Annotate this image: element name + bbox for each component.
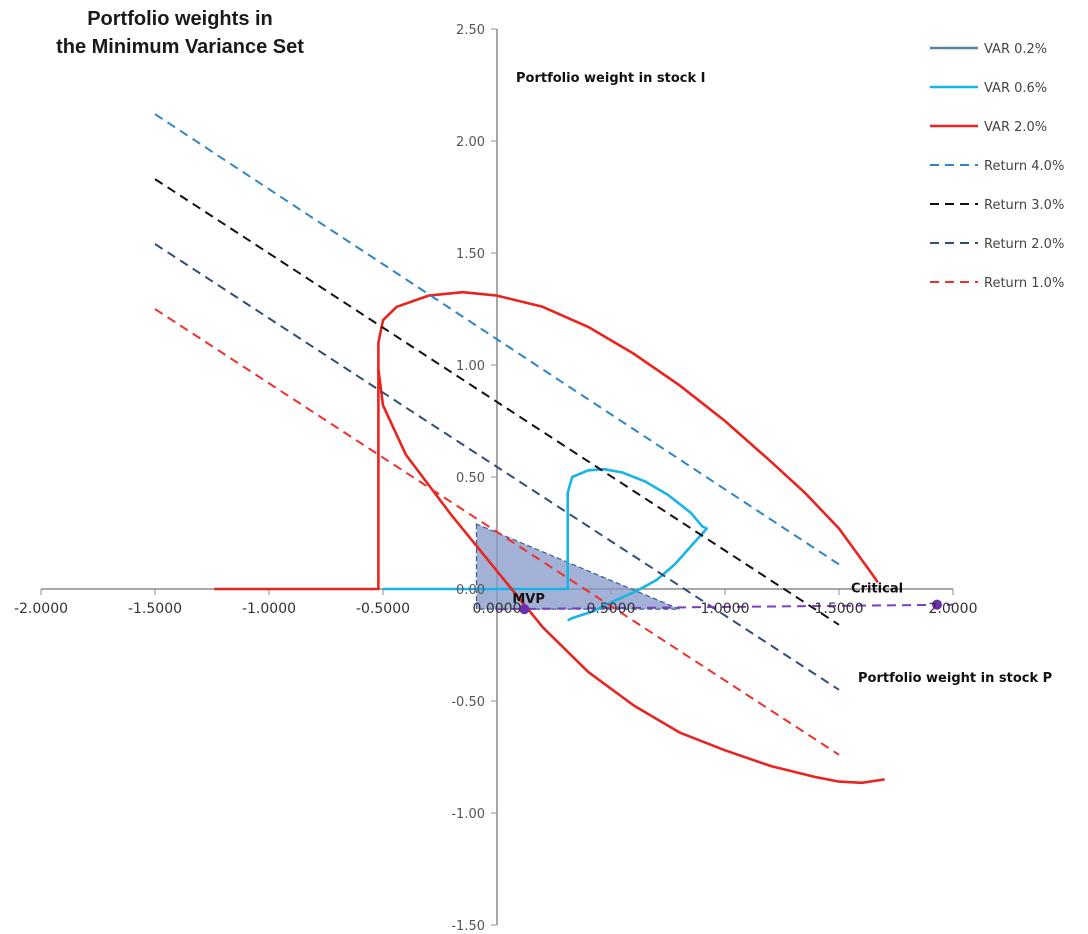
x-tick-label: 0.5000 — [587, 601, 636, 617]
y-tick-label: -1.00 — [451, 807, 485, 822]
legend: VAR 0.2% VAR 0.6% VAR 2.0% Return 4.0% Retur… — [930, 42, 1064, 291]
x-tick-label: -1.0000 — [242, 601, 296, 617]
series-line-var-2-0- — [377, 369, 885, 785]
y-tick-label: 0.50 — [456, 471, 485, 486]
marker-point-critical — [932, 599, 943, 610]
chart-title-line-2: the Minimum Variance Set — [56, 36, 304, 58]
x-tick-label: 0.0000 — [473, 601, 522, 617]
y-tick-label: 1.00 — [456, 359, 485, 374]
y-tick-label: -0.50 — [451, 695, 485, 710]
series-line-var-0-6- — [383, 467, 709, 622]
legend-label: VAR 2.0% — [984, 120, 1047, 135]
label-layer: -2.0000 -1.5000 -1.0000 -0.5000 0.0000 0.5000… — [14, 23, 1052, 934]
x-tick-label: -1.5000 — [128, 601, 182, 617]
y-tick-label: 2.00 — [456, 135, 485, 150]
marker-label-mvp: MVP — [512, 592, 545, 607]
legend-label: Return 2.0% — [984, 237, 1064, 252]
series-line-return-1-0- — [154, 308, 840, 756]
legend-label: Return 1.0% — [984, 276, 1064, 291]
marker-layer — [519, 599, 943, 615]
y-tick-label: 2.50 — [456, 23, 485, 38]
series-line-return-4-0- — [154, 113, 840, 566]
x-tick-label: -2.0000 — [14, 601, 68, 617]
x-tick-label: 1.5000 — [815, 601, 864, 617]
legend-label: VAR 0.6% — [984, 81, 1047, 96]
y-tick-label: 0.00 — [456, 583, 485, 598]
axes-layer — [40, 28, 954, 926]
series-line-frontier — [496, 603, 954, 611]
legend-label: VAR 0.2% — [984, 42, 1047, 57]
y-tick-label: -1.50 — [451, 919, 485, 934]
series-line-return-2-0- — [154, 243, 840, 691]
legend-label: Return 3.0% — [984, 198, 1064, 213]
x-axis-title: Portfolio weight in stock P — [858, 671, 1052, 686]
legend-label: Return 4.0% — [984, 159, 1064, 174]
marker-label-critical: Critical — [851, 582, 903, 597]
series-line-return-3-0- — [154, 178, 840, 626]
x-tick-label: 2.0000 — [929, 601, 978, 617]
y-axis-title: Portfolio weight in stock I — [516, 71, 705, 86]
x-tick-label: 1.0000 — [701, 601, 750, 617]
marker-point-mvp — [519, 604, 530, 615]
y-tick-label: 1.50 — [456, 247, 485, 262]
series-layer — [154, 113, 954, 785]
x-tick-label: -0.5000 — [356, 601, 410, 617]
series-line-var-2-0- — [214, 290, 879, 591]
chart-title-line-1: Portfolio weights in — [87, 8, 273, 30]
